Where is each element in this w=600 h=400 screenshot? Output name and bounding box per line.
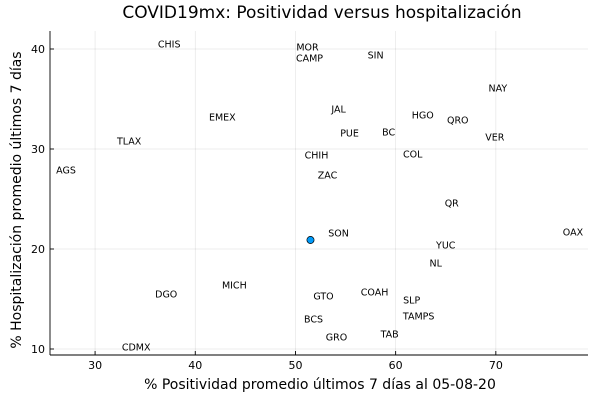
state-label-slp: SLP <box>403 296 420 307</box>
state-label-son: SON <box>328 229 349 240</box>
x-tick-label: 40 <box>188 359 202 372</box>
state-label-mor: MOR <box>296 43 319 54</box>
state-label-yuc: YUC <box>435 241 456 252</box>
state-label-dgo: DGO <box>155 290 177 301</box>
state-label-tlax: TLAX <box>116 137 142 148</box>
x-tick-label: 50 <box>288 359 302 372</box>
state-label-zac: ZAC <box>318 171 338 182</box>
state-label-qro: QRO <box>447 116 469 127</box>
state-label-col: COL <box>403 150 423 161</box>
y-tick-label: 30 <box>31 143 45 156</box>
state-label-bc: BC <box>382 128 395 139</box>
state-label-hgo: HGO <box>412 111 434 122</box>
x-axis-label: % Positividad promedio últimos 7 días al… <box>144 377 496 393</box>
points-layer <box>306 236 315 244</box>
chart-title: COVID19mx: Positividad versus hospitaliz… <box>122 3 521 23</box>
state-label-bcs: BCS <box>304 315 323 326</box>
state-label-coah: COAH <box>361 288 389 299</box>
x-tick-label: 60 <box>389 359 403 372</box>
x-tick-label: 70 <box>489 359 503 372</box>
axes-layer: 30 40 50 60 70 10 20 30 40 <box>31 31 588 372</box>
state-label-sin: SIN <box>368 51 384 62</box>
state-label-ver: VER <box>485 133 505 144</box>
state-label-chis: CHIS <box>158 40 181 51</box>
y-tick-label: 20 <box>31 243 45 256</box>
state-label-nl: NL <box>430 259 443 270</box>
state-label-oax: OAX <box>563 228 584 239</box>
state-label-ags: AGS <box>56 166 76 177</box>
state-label-cdmx: CDMX <box>122 343 151 354</box>
state-label-tamps: TAMPS <box>402 312 435 323</box>
x-tick-label: 30 <box>88 359 102 372</box>
y-tick-label: 40 <box>31 43 45 56</box>
state-label-jal: JAL <box>330 105 346 116</box>
state-label-nay: NAY <box>488 84 507 95</box>
state-label-camp: CAMP <box>296 54 323 65</box>
state-label-tab: TAB <box>380 330 399 341</box>
y-tick-label: 10 <box>31 343 45 356</box>
state-label-chih: CHIH <box>305 151 329 162</box>
state-label-qr: QR <box>445 199 459 210</box>
y-axis-label: % Hospitalización promedio últimos 7 día… <box>9 51 25 348</box>
grid-layer <box>50 31 588 355</box>
state-label-emex: EMEX <box>209 113 236 124</box>
state-label-gto: GTO <box>313 292 333 303</box>
state-label-gro: GRO <box>326 333 347 344</box>
state-label-pue: PUE <box>340 129 359 140</box>
data-point <box>306 236 315 244</box>
state-label-mich: MICH <box>222 281 247 292</box>
